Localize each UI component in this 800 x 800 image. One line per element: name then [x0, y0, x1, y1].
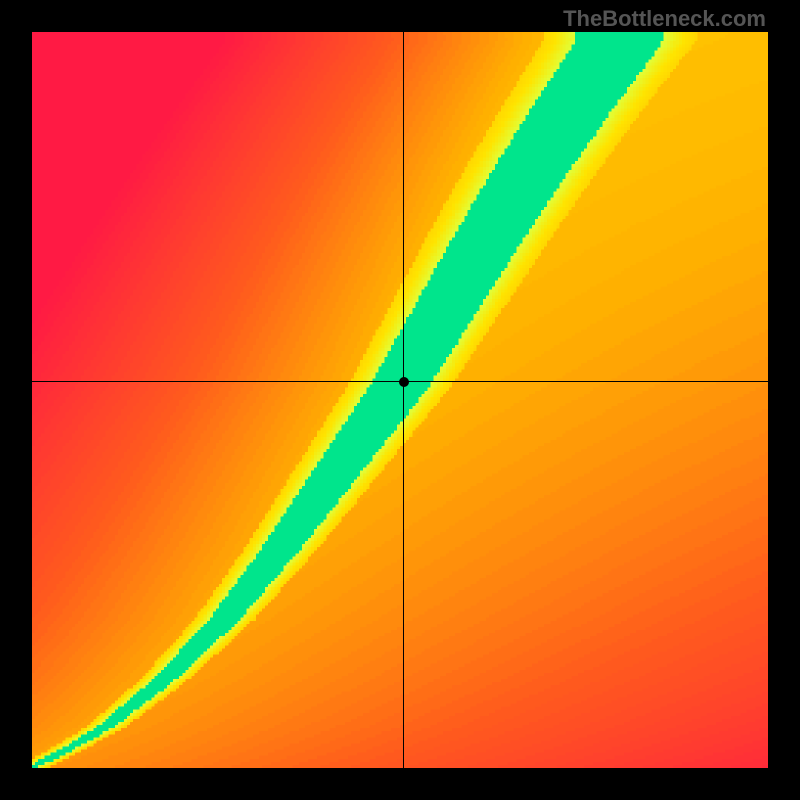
heatmap-canvas	[32, 32, 768, 768]
chart-outer-frame: TheBottleneck.com	[0, 0, 800, 800]
selection-marker-dot	[399, 377, 409, 387]
watermark-text: TheBottleneck.com	[563, 6, 766, 32]
heatmap-plot-area	[32, 32, 768, 768]
crosshair-vertical	[403, 32, 404, 768]
